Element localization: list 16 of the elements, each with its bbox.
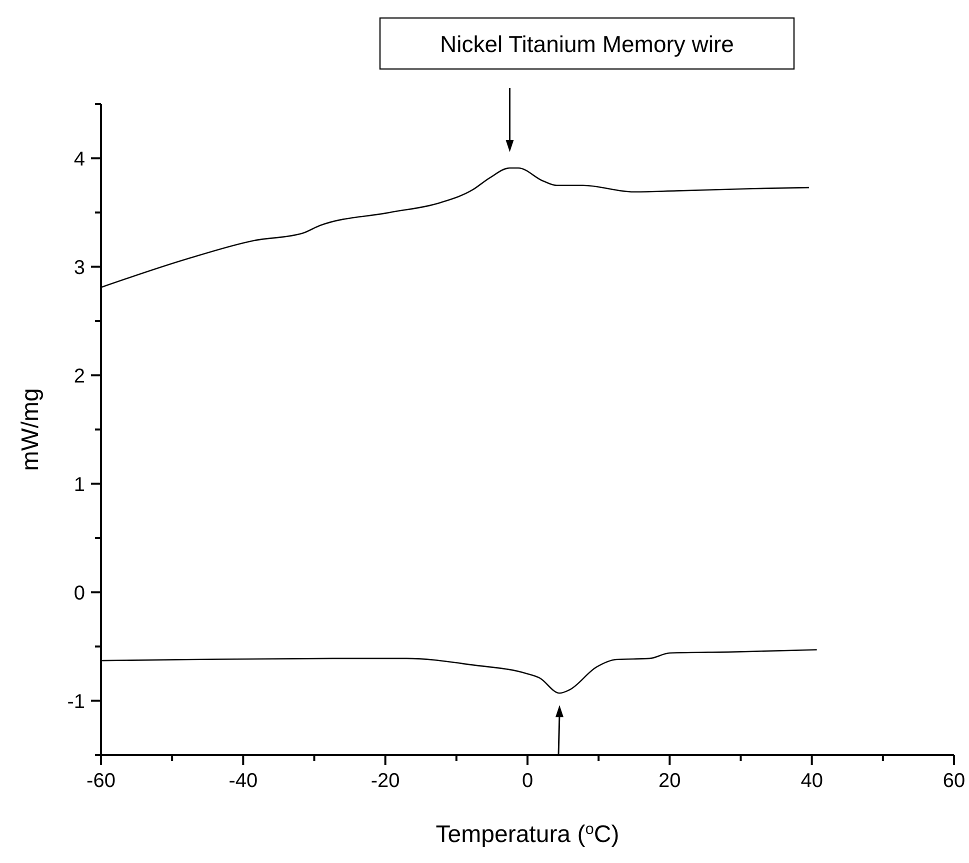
x-tick-label: 60 [942,770,966,792]
x-axis-title: Temperatura ($^{o}$C) [436,820,620,848]
x-tick-label: -40 [228,770,258,792]
y-tick-label: 3 [74,256,85,279]
y-tick-label: 1 [74,474,85,496]
y-tick-label: -1 [67,690,85,713]
y-tick-label: 2 [74,365,85,388]
chart-title: Nickel Titanium Memory wire [440,31,734,57]
x-tick-label: -20 [370,770,400,792]
x-tick-label: 20 [658,770,681,792]
x-tick-label: -60 [86,770,116,792]
y-axis-title: mW/mg [17,388,44,471]
y-tick-label: 0 [74,582,85,604]
y-tick-label: 4 [74,148,85,170]
x-tick-label: 40 [800,770,823,792]
x-tick-label: 0 [522,770,534,792]
